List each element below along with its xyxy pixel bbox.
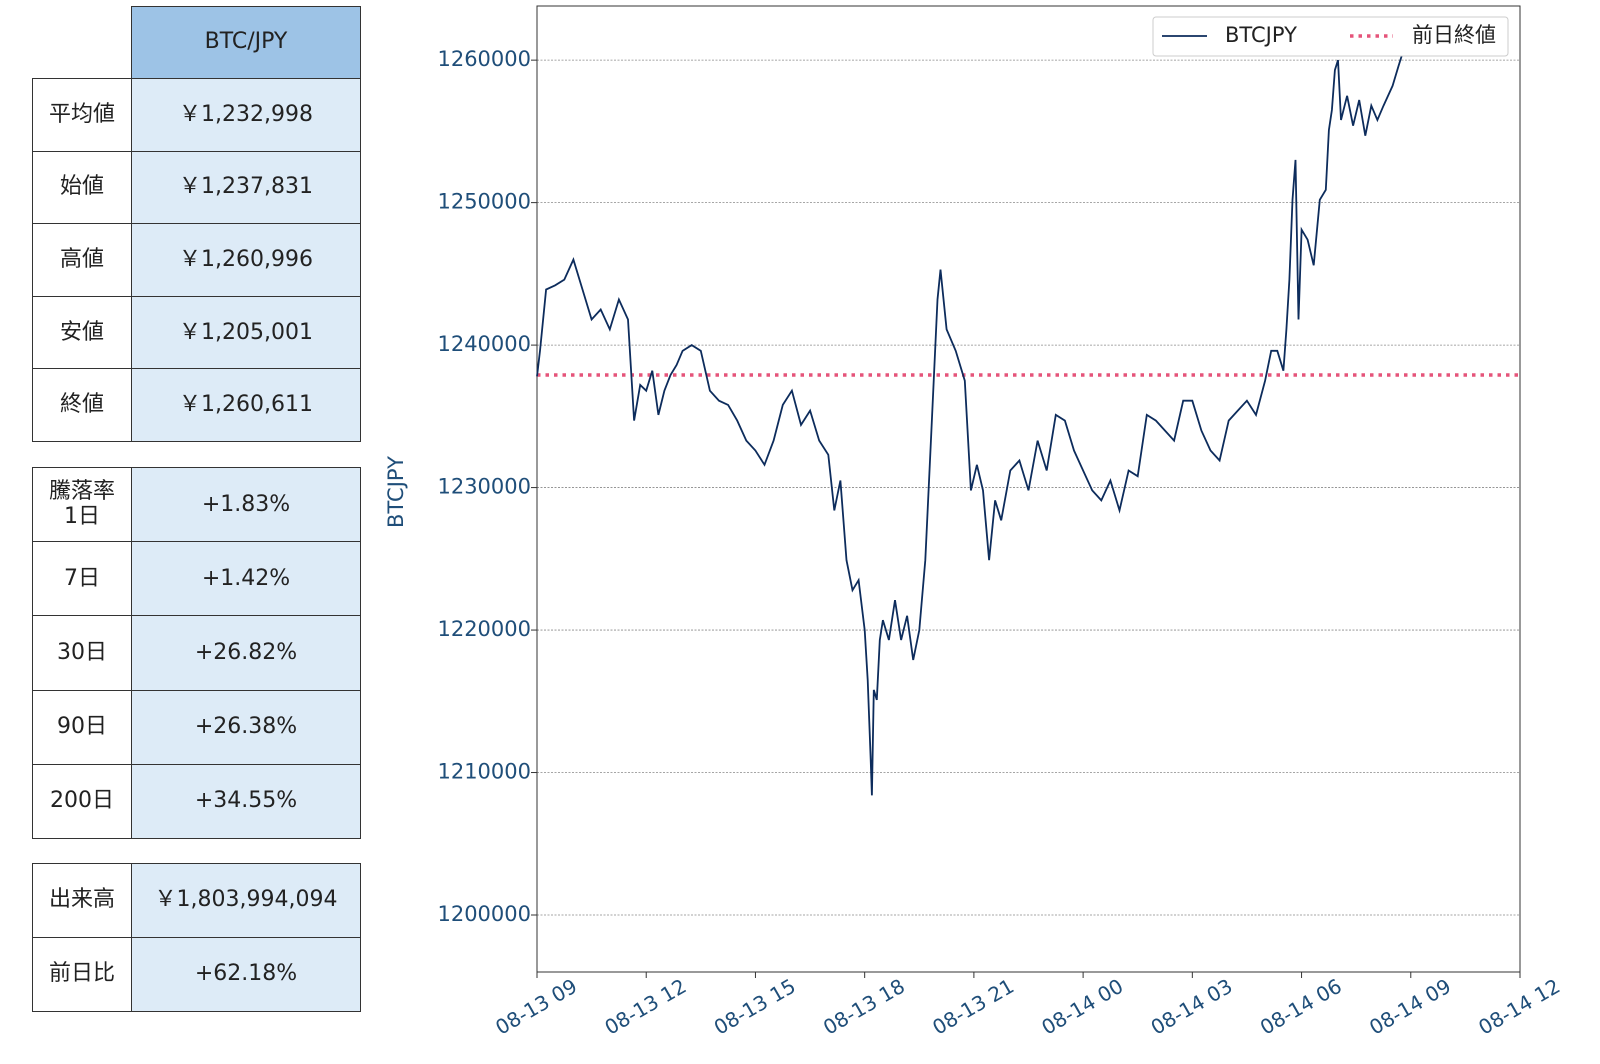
y-tick-label: 1250000	[437, 190, 531, 214]
y-tick-label: 1260000	[437, 47, 531, 71]
y-tick-label: 1230000	[437, 475, 531, 499]
x-tick-label: 08-14 12	[1474, 974, 1564, 1040]
row-value: +26.82%	[131, 615, 361, 691]
row-label: 騰落率 1日	[32, 467, 132, 543]
y-axis-label: BTCJPY	[384, 456, 408, 528]
legend-label: 前日終値	[1412, 23, 1496, 47]
row-value: +26.38%	[131, 689, 361, 765]
x-tick-label: 08-13 18	[819, 974, 909, 1040]
row-label: 平均値	[32, 78, 132, 152]
y-tick-label: 1200000	[437, 902, 531, 926]
x-tick-label: 08-13 09	[491, 974, 581, 1040]
x-tick-label: 08-14 03	[1147, 974, 1237, 1040]
row-label: 始値	[32, 150, 132, 225]
y-tick-label: 1220000	[437, 617, 531, 641]
row-label: 前日比	[32, 937, 132, 1012]
plot-frame	[536, 5, 1521, 973]
row-value: +1.42%	[131, 541, 361, 617]
row-label: 90日	[32, 689, 132, 765]
y-tick-label: 1240000	[437, 332, 531, 356]
x-tick-label: 08-13 21	[928, 974, 1018, 1040]
row-value: ￥1,260,611	[131, 368, 361, 442]
legend-label: BTCJPY	[1225, 23, 1297, 47]
x-tick-label: 08-14 06	[1256, 974, 1346, 1040]
row-label: 終値	[32, 368, 132, 442]
legend-box	[1152, 16, 1509, 57]
row-value: ￥1,237,831	[131, 150, 361, 225]
y-tick-label: 1210000	[437, 760, 531, 784]
price-line	[536, 55, 1403, 796]
table-header: BTC/JPY	[131, 6, 361, 79]
row-value: +62.18%	[131, 937, 361, 1012]
row-label: 7日	[32, 541, 132, 617]
row-value: ￥1,232,998	[131, 78, 361, 152]
row-value: +1.83%	[131, 467, 361, 543]
row-label: 高値	[32, 223, 132, 297]
x-tick-label: 08-13 12	[601, 974, 691, 1040]
row-label: 出来高	[32, 863, 132, 938]
row-label: 30日	[32, 615, 132, 691]
row-value: ￥1,205,001	[131, 295, 361, 370]
row-value: +34.55%	[131, 763, 361, 839]
x-tick-label: 08-14 00	[1037, 974, 1127, 1040]
row-value: ￥1,260,996	[131, 223, 361, 297]
row-label: 安値	[32, 295, 132, 370]
x-tick-label: 08-13 15	[710, 974, 800, 1040]
row-label: 200日	[32, 763, 132, 839]
x-tick-label: 08-14 09	[1365, 974, 1455, 1040]
row-value: ￥1,803,994,094	[131, 863, 361, 938]
